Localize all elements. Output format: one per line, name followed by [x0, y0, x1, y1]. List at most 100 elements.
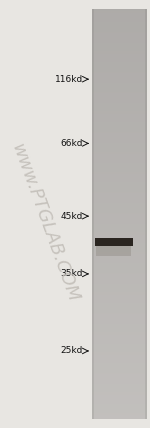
Bar [92, 177, 147, 178]
Bar [92, 417, 147, 418]
Text: 25kd: 25kd [61, 346, 83, 356]
Bar [92, 200, 147, 202]
Bar [92, 36, 147, 37]
Bar [92, 309, 147, 310]
Bar [92, 378, 147, 380]
Bar [92, 178, 147, 180]
Bar [92, 374, 147, 376]
Bar [145, 9, 147, 419]
Bar [95, 238, 133, 246]
Bar [92, 406, 147, 407]
Bar [92, 110, 147, 111]
Bar [92, 169, 147, 170]
Bar [92, 339, 147, 340]
Bar [92, 137, 147, 139]
Bar [92, 329, 147, 330]
Bar [92, 363, 147, 365]
Bar [92, 392, 147, 393]
Bar [92, 266, 147, 268]
Bar [92, 133, 147, 134]
Bar [92, 42, 147, 43]
Bar [92, 155, 147, 157]
Bar [92, 262, 147, 263]
Bar [92, 125, 147, 126]
Bar [92, 359, 147, 360]
Bar [92, 28, 147, 29]
Bar [92, 196, 147, 198]
Bar [92, 35, 147, 36]
Bar [92, 355, 147, 357]
Bar [92, 220, 147, 221]
Bar [92, 410, 147, 411]
Bar [92, 39, 147, 40]
Bar [92, 235, 147, 236]
Bar [92, 332, 147, 333]
Bar [92, 29, 147, 30]
Bar [92, 302, 147, 303]
Bar [92, 360, 147, 362]
Bar [92, 251, 147, 253]
Bar [92, 367, 147, 369]
Bar [92, 121, 147, 122]
Bar [92, 351, 147, 352]
Bar [92, 324, 147, 325]
Bar [92, 89, 147, 91]
Bar [92, 380, 147, 381]
Bar [92, 10, 147, 11]
Bar [92, 95, 147, 96]
Bar [92, 297, 147, 299]
Bar [92, 229, 147, 230]
Bar [92, 214, 147, 215]
Bar [92, 129, 147, 131]
Bar [92, 172, 147, 173]
Bar [92, 21, 147, 22]
Bar [92, 165, 147, 166]
Bar [92, 189, 147, 191]
Bar [92, 398, 147, 399]
Bar [92, 159, 147, 160]
Bar [92, 404, 147, 406]
Bar [92, 33, 147, 35]
Bar [92, 240, 147, 241]
Bar [92, 343, 147, 344]
Bar [92, 140, 147, 141]
Bar [92, 344, 147, 345]
Bar [92, 312, 147, 314]
Bar [92, 9, 147, 10]
Bar [92, 221, 147, 222]
Bar [92, 243, 147, 244]
Bar [92, 254, 147, 255]
Text: 45kd: 45kd [61, 211, 83, 221]
Bar [92, 144, 147, 146]
Bar [92, 269, 147, 270]
Bar [92, 280, 147, 281]
Text: 116kd: 116kd [55, 74, 83, 84]
Bar [92, 304, 147, 306]
Bar [92, 414, 147, 415]
Bar [92, 256, 147, 258]
Bar [92, 69, 147, 70]
Bar [92, 333, 147, 335]
Bar [92, 99, 147, 100]
Text: 66kd: 66kd [61, 139, 83, 148]
Bar [92, 296, 147, 297]
Bar [92, 70, 147, 71]
Bar [92, 389, 147, 391]
Bar [92, 372, 147, 373]
Bar [92, 50, 147, 51]
Bar [92, 291, 147, 292]
Bar [92, 268, 147, 269]
Bar [92, 336, 147, 337]
Bar [92, 311, 147, 312]
Bar [92, 407, 147, 408]
Bar [92, 113, 147, 114]
Bar [92, 314, 147, 315]
Bar [92, 96, 147, 98]
Bar [92, 354, 147, 355]
Bar [92, 118, 147, 119]
Bar [92, 182, 147, 184]
Bar [92, 32, 147, 33]
Bar [92, 358, 147, 359]
Bar [92, 369, 147, 370]
Bar [92, 131, 147, 132]
